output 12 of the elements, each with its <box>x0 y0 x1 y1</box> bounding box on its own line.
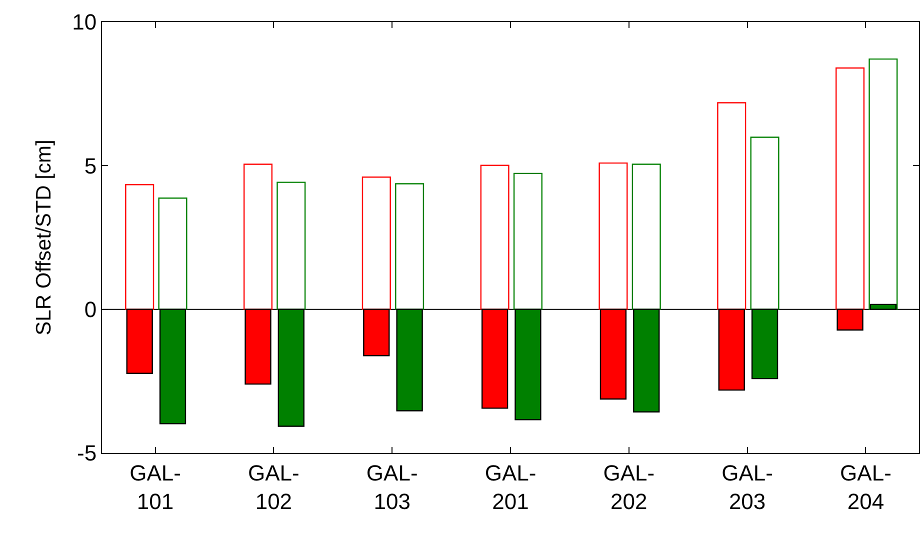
x-tick-label: GAL-103 <box>366 460 418 514</box>
y-axis-title: SLR Offset/STD [cm] <box>32 140 56 336</box>
y-tick-label: 5 <box>84 153 97 178</box>
x-tick-label: GAL-204 <box>840 460 892 514</box>
x-tick-label: GAL-102 <box>248 460 300 514</box>
y-tick-label: 10 <box>72 10 97 35</box>
x-tick-label: GAL-202 <box>603 460 655 514</box>
y-tick-label: -5 <box>77 440 97 466</box>
x-tick-label: GAL-203 <box>722 460 773 514</box>
x-tick-label: GAL-201 <box>484 460 536 514</box>
y-tick-label: 0 <box>84 297 97 322</box>
x-tick-label: GAL-101 <box>130 460 181 514</box>
